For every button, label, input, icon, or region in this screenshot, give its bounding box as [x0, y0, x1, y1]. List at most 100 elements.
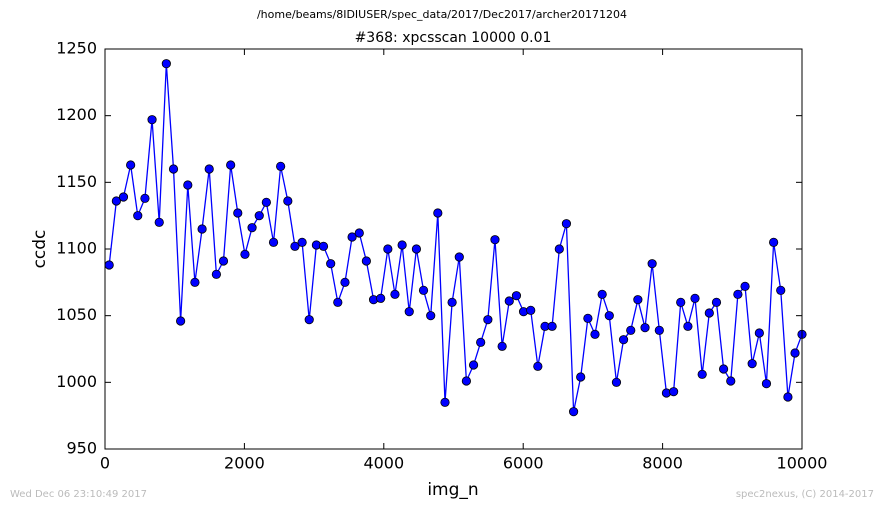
data-point [197, 224, 207, 234]
data-point [747, 359, 757, 369]
data-point [126, 160, 136, 170]
x-tick-label: 8000 [642, 454, 683, 473]
data-point [640, 323, 650, 333]
data-point [326, 259, 336, 269]
data-point [376, 293, 386, 303]
data-point [740, 281, 750, 291]
data-point [761, 379, 772, 389]
y-tick-label: 1250 [56, 39, 97, 58]
data-point [561, 219, 572, 229]
chart-title: #368: xpcsscan 10000 0.01 [355, 30, 552, 46]
data-point [111, 196, 121, 206]
data-point [140, 193, 150, 203]
footer-right: spec2nexus, (C) 2014-2017 [736, 489, 874, 500]
data-point [533, 361, 543, 371]
x-tick-label: 0 [100, 454, 110, 473]
data-point [176, 316, 186, 326]
data-point [697, 369, 707, 379]
data-point [340, 277, 350, 287]
x-tick-label: 2000 [224, 454, 265, 473]
data-point [147, 115, 157, 125]
y-tick-label: 1200 [56, 105, 97, 124]
data-point [618, 335, 629, 345]
data-point [254, 211, 264, 221]
data-point [769, 237, 779, 247]
data-point [261, 197, 271, 207]
data-point [633, 295, 643, 305]
data-point [776, 285, 786, 295]
data-point [211, 269, 221, 279]
data-point [440, 397, 450, 407]
data-point [240, 249, 250, 259]
data-point [318, 241, 329, 251]
data-point [790, 348, 800, 358]
data-point [426, 311, 436, 321]
data-point [718, 364, 729, 374]
data-point [283, 196, 293, 206]
data-point [404, 307, 414, 317]
data-point [290, 241, 300, 251]
data-point [168, 164, 179, 174]
y-tick-label: 1100 [56, 239, 97, 258]
data-point [497, 341, 507, 351]
data-point [711, 297, 722, 307]
data-point [590, 329, 600, 339]
data-point [454, 252, 464, 262]
data-point [669, 387, 679, 397]
data-point [647, 259, 657, 269]
data-point [683, 321, 693, 331]
data-point [218, 256, 229, 266]
data-point [397, 240, 407, 250]
data-point [226, 160, 236, 170]
data-point [604, 311, 614, 321]
data-point [583, 313, 593, 323]
y-axis-label: ccdc [30, 230, 50, 269]
plot-frame [104, 48, 803, 450]
data-point [733, 289, 743, 299]
data-point [704, 308, 714, 318]
data-point [361, 256, 371, 266]
data-point [676, 297, 686, 307]
data-point [304, 315, 314, 325]
data-point [597, 289, 607, 299]
y-tick-label: 1150 [56, 172, 97, 191]
data-point [526, 305, 536, 315]
data-point [418, 285, 429, 295]
data-point [611, 377, 622, 387]
header: /home/beams/8IDIUSER/spec_data/2017/Dec2… [257, 8, 627, 21]
data-point [468, 360, 479, 370]
y-tick-label: 1050 [56, 305, 97, 324]
data-point [347, 232, 357, 242]
data-point [483, 315, 493, 325]
data-point [411, 244, 422, 254]
data-point [490, 235, 500, 245]
data-point [576, 372, 586, 382]
data-point [783, 392, 793, 402]
data-point [511, 291, 522, 301]
data-point [568, 407, 579, 417]
data-point [104, 260, 114, 270]
x-tick-label: 6000 [503, 454, 544, 473]
data-point [504, 296, 514, 306]
data-point [547, 321, 557, 331]
data-point [133, 211, 143, 221]
x-tick-label: 4000 [363, 454, 404, 473]
y-tick-label: 1000 [56, 372, 97, 391]
data-point [461, 376, 471, 386]
data-point [554, 244, 564, 254]
data-point [354, 228, 364, 238]
data-point [297, 237, 307, 247]
data-point [333, 297, 343, 307]
data-point [754, 328, 764, 338]
y-tick-label: 950 [66, 439, 97, 458]
data-point [183, 180, 193, 190]
data-point [276, 161, 286, 171]
data-point [383, 244, 393, 254]
x-axis-label: img_n [427, 480, 478, 500]
data-point [447, 297, 457, 307]
data-point [390, 289, 400, 299]
data-point [161, 59, 171, 69]
data-point [726, 376, 736, 386]
